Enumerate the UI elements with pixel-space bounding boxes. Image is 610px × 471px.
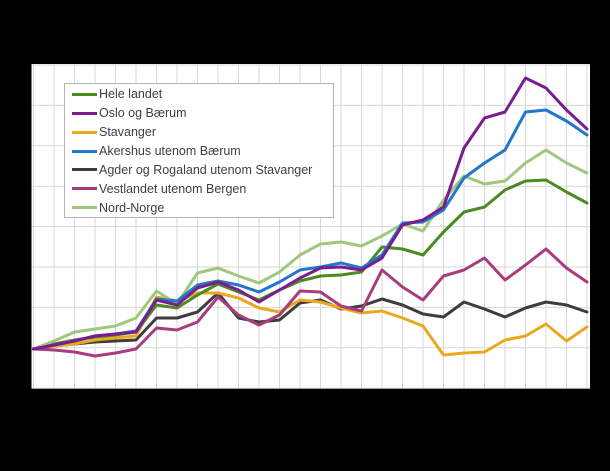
- legend-label: Hele landet: [99, 87, 163, 102]
- legend-item-akershus-utenom-baerum: Akershus utenom Bærum: [72, 142, 333, 161]
- legend: Hele landet Oslo og Bærum Stavanger Aker…: [64, 83, 334, 218]
- legend-item-stavanger: Stavanger: [72, 123, 333, 142]
- legend-item-oslo-og-baerum: Oslo og Bærum: [72, 104, 333, 123]
- legend-line-swatch: [72, 149, 97, 153]
- legend-item-hele-landet: Hele landet: [72, 85, 333, 104]
- legend-line-swatch: [72, 111, 97, 115]
- legend-label: Akershus utenom Bærum: [99, 144, 241, 158]
- legend-line-swatch: [72, 187, 97, 191]
- legend-label: Vestlandet utenom Bergen: [99, 181, 247, 196]
- legend-line-swatch: [72, 206, 97, 210]
- legend-line-swatch: [72, 168, 97, 172]
- legend-label: Nord-Norge: [99, 200, 165, 215]
- legend-item-nord-norge: Nord-Norge: [72, 198, 333, 217]
- legend-item-vestlandet-utenom-bergen: Vestlandet utenom Bergen: [72, 179, 333, 198]
- legend-item-agder-og-rogaland-utenom-stavanger: Agder og Rogaland utenom Stavanger: [72, 160, 333, 179]
- legend-label: Agder og Rogaland utenom Stavanger: [99, 162, 313, 177]
- legend-label: Oslo og Bærum: [99, 106, 187, 121]
- legend-label: Stavanger: [99, 125, 156, 140]
- legend-line-swatch: [72, 92, 97, 96]
- legend-line-swatch: [72, 130, 97, 134]
